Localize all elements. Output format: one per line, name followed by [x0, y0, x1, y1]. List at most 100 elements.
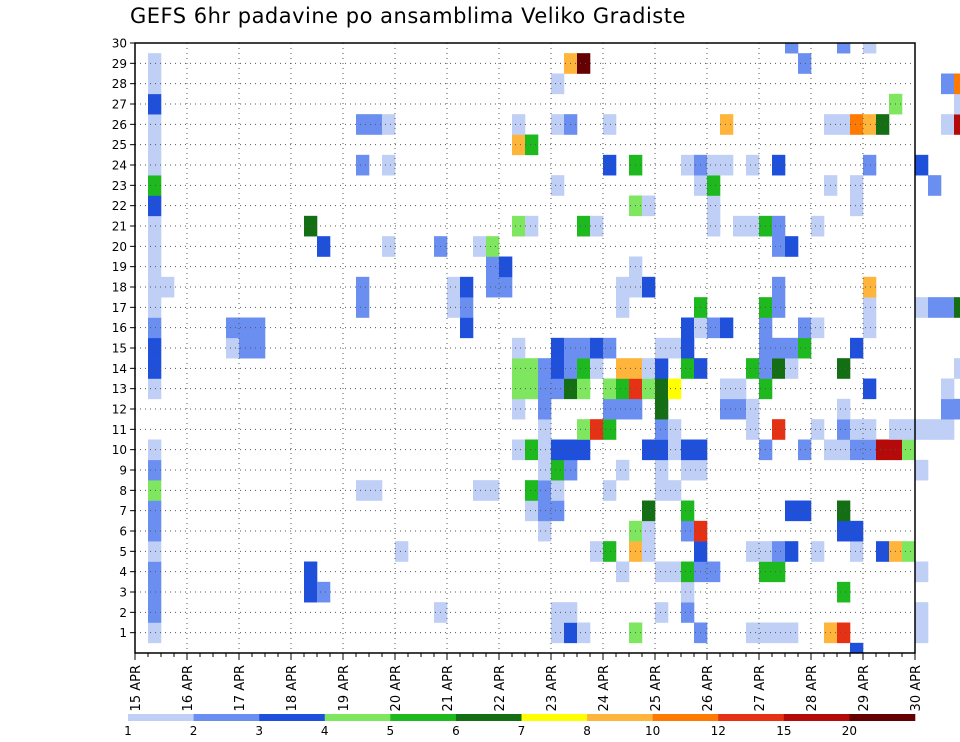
heatmap-cell	[148, 622, 162, 644]
legend-label: 6	[452, 724, 460, 738]
heatmap-cell	[551, 500, 565, 522]
heatmap-cell	[603, 378, 617, 400]
y-tick-label: 17	[112, 301, 127, 315]
heatmap-cell	[785, 500, 799, 522]
heatmap-cell	[148, 378, 162, 400]
legend-swatch	[193, 714, 260, 721]
heatmap-cell	[603, 419, 617, 440]
heatmap-cell	[655, 398, 669, 420]
heatmap-cell	[772, 154, 786, 176]
heatmap-cell	[525, 480, 539, 501]
heatmap-cell	[772, 215, 786, 237]
x-tick-label: 15 APR	[129, 665, 144, 711]
x-tick-label: 17 APR	[233, 665, 248, 711]
y-tick-label: 10	[112, 443, 127, 457]
heatmap-cell	[551, 439, 565, 461]
heatmap-cell	[707, 175, 721, 196]
heatmap-cell	[655, 602, 669, 623]
heatmap-cell	[954, 358, 960, 379]
heatmap-cell	[772, 561, 786, 583]
x-tick-label: 27 APR	[753, 665, 768, 711]
heatmap-cell	[148, 459, 162, 481]
heatmap-cell	[720, 154, 734, 176]
y-tick-label: 24	[112, 159, 127, 173]
heatmap-cell	[785, 337, 799, 359]
heatmap-cell	[707, 561, 721, 583]
heatmap-cell	[811, 541, 825, 562]
heatmap-cell	[876, 439, 890, 461]
heatmap-cell	[148, 541, 162, 562]
x-tick-label: 30 APR	[909, 665, 924, 711]
heatmap-cell	[681, 581, 695, 603]
heatmap-cell	[915, 459, 929, 481]
heatmap-cell	[798, 439, 812, 461]
heatmap-cell	[837, 114, 851, 135]
x-tick-label: 26 APR	[701, 665, 716, 711]
legend-label: 1	[124, 724, 132, 738]
heatmap-cell	[733, 398, 747, 420]
y-tick-label: 11	[112, 423, 127, 437]
y-tick-label: 15	[112, 342, 127, 356]
heatmap-cell	[538, 459, 552, 481]
heatmap-cell	[655, 358, 669, 379]
legend-swatch	[783, 714, 850, 721]
heatmap-cell	[616, 297, 630, 318]
heatmap-cell	[512, 337, 526, 359]
heatmap-cell	[525, 439, 539, 461]
heatmap-cell	[863, 154, 877, 176]
heatmap-cell	[902, 419, 916, 440]
y-tick-label: 16	[112, 321, 127, 335]
heatmap-cell	[655, 561, 669, 583]
heatmap-cell	[577, 378, 591, 400]
heatmap-cell	[681, 520, 695, 542]
legend-label: 4	[321, 724, 329, 738]
heatmap-cell	[512, 398, 526, 420]
heatmap-cell	[551, 480, 565, 501]
y-tick-label: 26	[112, 118, 127, 132]
heatmap-cell	[642, 520, 656, 542]
heatmap-cell	[590, 215, 604, 237]
legend-swatch	[849, 714, 916, 721]
heatmap-cell	[642, 195, 656, 217]
heatmap-cell	[148, 581, 162, 603]
legend-swatch	[259, 714, 326, 721]
y-tick-label: 13	[112, 382, 127, 396]
heatmap-cell	[772, 297, 786, 318]
heatmap-cell	[538, 439, 552, 461]
heatmap-cell	[811, 215, 825, 237]
heatmap-cell	[486, 236, 500, 257]
legend-swatch	[718, 714, 785, 721]
heatmap-cell	[590, 358, 604, 379]
heatmap-cell	[837, 439, 851, 461]
heatmap-cell	[551, 175, 565, 196]
heatmap-cell	[577, 358, 591, 379]
heatmap-cell	[746, 358, 760, 379]
heatmap-cell	[148, 93, 162, 115]
y-tick-label: 12	[112, 403, 127, 417]
heatmap-cell	[941, 114, 955, 135]
heatmap-cell	[863, 378, 877, 400]
heatmap-cell	[577, 622, 591, 644]
heatmap-cell	[681, 602, 695, 623]
heatmap-cell	[460, 297, 474, 318]
heatmap-cell	[525, 358, 539, 379]
heatmap-cell	[148, 500, 162, 522]
y-tick-label: 18	[112, 281, 127, 295]
heatmap-cell	[876, 541, 890, 562]
y-tick-label: 4	[119, 565, 127, 579]
heatmap-cell	[161, 276, 175, 298]
heatmap-cell	[616, 378, 630, 400]
heatmap-cell	[954, 398, 960, 420]
heatmap-cell	[512, 378, 526, 400]
heatmap-cell	[655, 480, 669, 501]
heatmap-cell	[863, 317, 877, 339]
heatmap-cell	[460, 276, 474, 298]
heatmap-cell	[772, 358, 786, 379]
heatmap-cell	[772, 276, 786, 298]
heatmap-cell	[798, 53, 812, 74]
color-legend: 1 2 3 4 5 6 7 8 10 12 15 20	[124, 714, 916, 738]
heatmap-cell	[772, 622, 786, 644]
legend-label: 7	[518, 724, 526, 738]
heatmap-cell	[577, 419, 591, 440]
